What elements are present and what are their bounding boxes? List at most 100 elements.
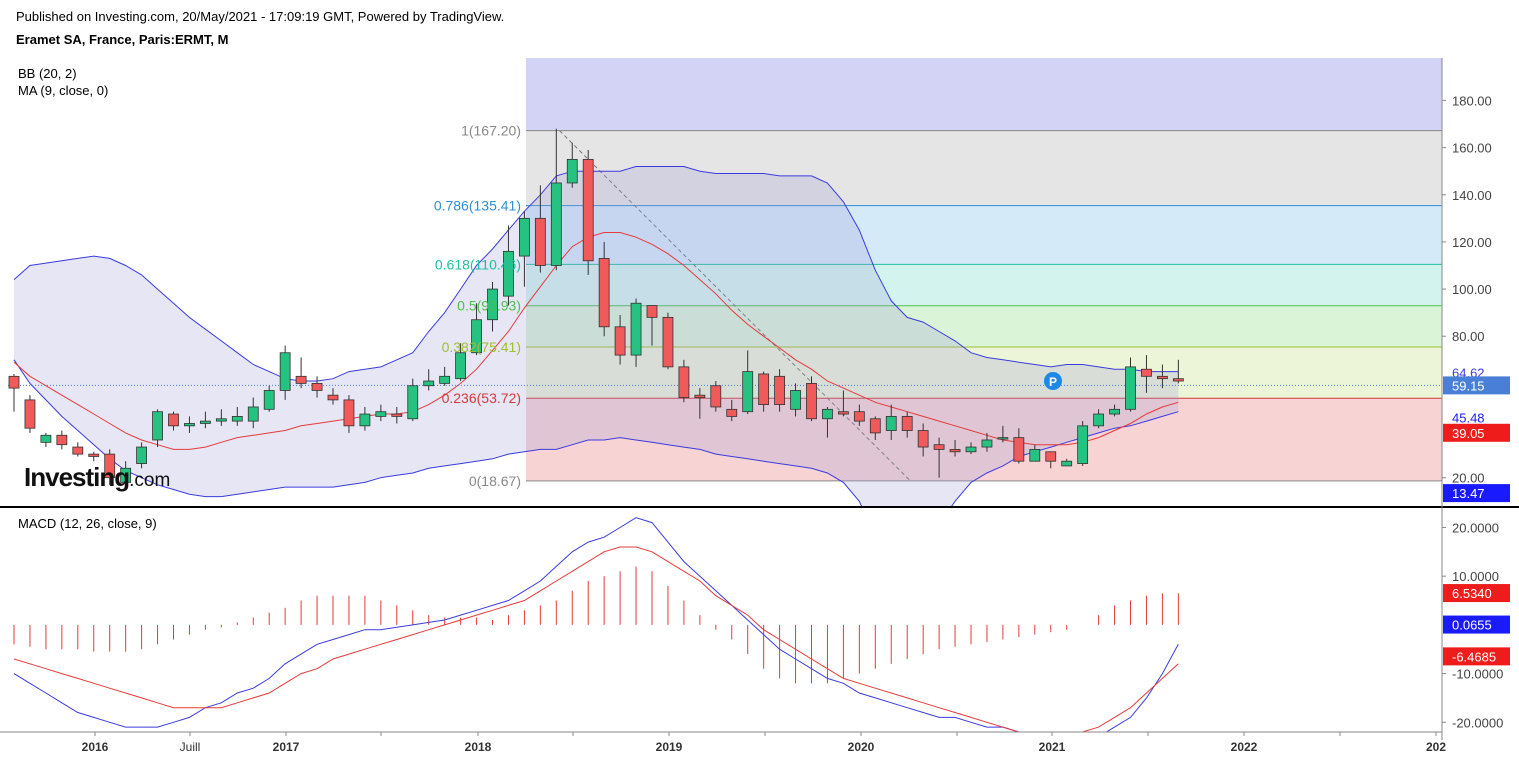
ma-indicator-label[interactable]: MA (9, close, 0) [18,83,109,98]
macd-axis-label: 6.5340 [1452,586,1492,601]
candle [598,258,610,328]
candle [614,326,626,356]
fib-label: 0.382(75.41) [442,339,521,355]
x-tick-label: 2021 [1039,740,1066,754]
candle [168,413,179,427]
macd-y-tick-label: -10.0000 [1452,667,1503,682]
macd-axis-label-bg [1443,584,1510,603]
macd-histogram [13,566,1179,684]
bb-upper-line [13,166,1179,382]
candle [391,413,403,417]
x-tick-label: 2018 [465,740,492,754]
fib-label: 1(167.20) [461,123,521,139]
macd-indicator-label[interactable]: MACD (12, 26, close, 9) [18,516,157,531]
candle [853,411,865,422]
pivot-marker-label: P [1049,375,1057,389]
y-tick-label: 180.00 [1452,93,1492,108]
candle [279,352,291,391]
candle [1061,460,1073,467]
fib-label: 0.786(135.41) [434,198,521,214]
candle [423,380,435,387]
candle [742,371,754,413]
published-note: Published on Investing.com, 20/May/2021 … [16,9,505,24]
y-tick-label: 20.00 [1452,471,1485,486]
y-tick-label: 120.00 [1452,235,1492,250]
fib-zone [526,305,1442,348]
price-axis-label: 45.48 [1452,411,1485,426]
macd-y-tick-label: 10.0000 [1452,569,1499,584]
fib-trend-line [559,130,911,482]
candle [710,385,722,408]
candle [1013,437,1025,462]
candle [152,411,163,441]
candle [965,446,977,453]
candle [359,413,371,427]
fib-label: 0.618(110.46) [435,256,521,272]
candle [1029,449,1041,462]
price-axis-label: 39.05 [1452,426,1485,441]
logo-suffix: .com [129,470,171,491]
candle [247,406,259,422]
candle [662,316,674,368]
candle [487,288,498,321]
fib-label: 0.236(53.72) [442,390,521,406]
price-axis-label: 59.15 [1452,378,1485,393]
macd-axis-label-bg [1443,615,1510,634]
fib-zone [526,205,1442,265]
candle [40,434,52,443]
candle [1077,425,1089,464]
candle [439,375,451,384]
candle [582,158,594,262]
candle [215,418,227,422]
candle [997,437,1009,440]
candle [774,375,785,406]
price-pane [8,58,1442,506]
candles [8,128,1184,488]
x-tick-label: 2019 [656,740,683,754]
candle [885,415,897,431]
candle [1125,366,1136,410]
fib-top-zone [526,58,1442,131]
x-tick-label: 2017 [273,740,300,754]
fib-zone [526,398,1442,481]
candle [1172,378,1184,382]
candle [822,408,833,420]
candle [981,439,993,448]
investing-logo: Investing.com [24,462,170,493]
candle [88,453,100,457]
candle [24,399,36,429]
candle [869,418,881,434]
candle [534,217,546,266]
candle [806,382,817,420]
candle [550,182,562,266]
x-tick-label: Juill [180,740,201,754]
candle [327,394,339,401]
candle [917,430,929,448]
pivot-marker-icon [1044,372,1062,390]
y-tick-label: 140.00 [1452,188,1492,203]
candle [503,250,514,297]
x-tick-label: 2016 [82,740,109,754]
candle [136,446,148,464]
candle [566,158,578,184]
price-axis-label-bg [1443,484,1510,503]
fib-label: 0(18.67) [469,473,521,489]
candle [901,415,913,431]
candle [56,434,68,446]
candle [646,305,658,318]
candle [1045,451,1057,462]
macd-pane [13,517,1179,732]
candle [838,411,849,415]
candle [1141,368,1152,377]
bb-indicator-label[interactable]: BB (20, 2) [18,66,77,81]
bb-lower-line [13,359,1179,506]
candle [949,449,961,453]
candle [726,408,738,417]
y-tick-label: 80.00 [1452,329,1485,344]
y-tick-label: 160.00 [1452,141,1492,156]
macd-y-tick-label: -20.0000 [1452,715,1503,730]
price-axis-label-bg [1443,408,1510,427]
price-axis-label-bg [1443,376,1510,395]
candle [184,423,195,427]
